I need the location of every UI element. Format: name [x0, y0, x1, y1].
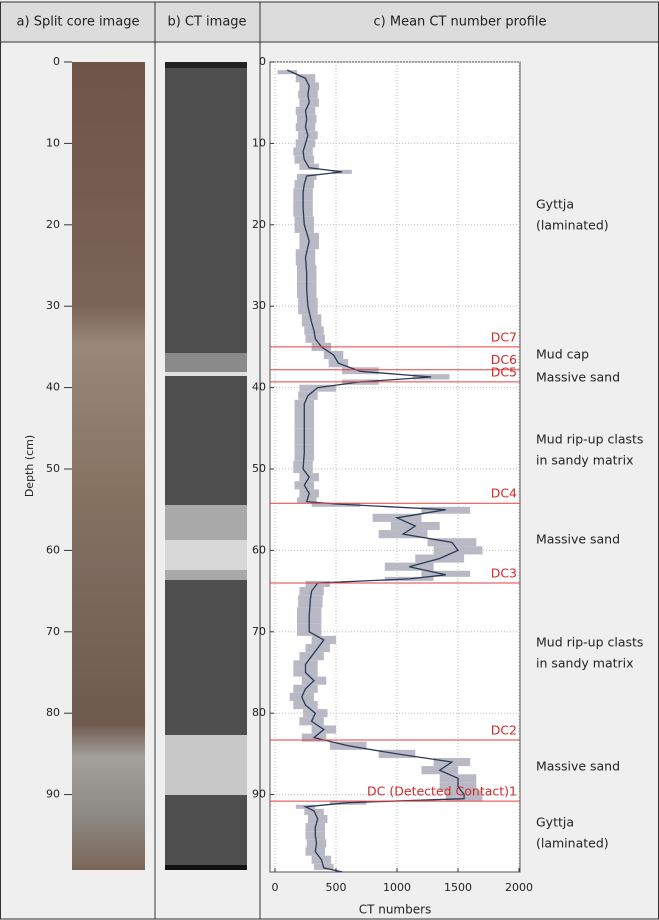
y-tick-label: 60	[252, 543, 266, 556]
x-axis-label: CT numbers	[359, 903, 432, 917]
panel-title: c) Mean CT number profile	[374, 15, 547, 30]
depth-tick-label: 0	[53, 55, 60, 68]
y-tick-label: 40	[252, 381, 266, 394]
facies-label: in sandy matrix	[536, 656, 634, 671]
contact-label: DC3	[491, 565, 517, 580]
y-tick-label: 80	[252, 706, 266, 719]
ct-band	[165, 865, 247, 870]
ct-band	[165, 62, 247, 68]
depth-tick-label: 60	[46, 543, 60, 556]
depth-tick-label: 70	[46, 625, 60, 638]
y-tick-label: 50	[252, 462, 266, 475]
contact-label: DC2	[491, 723, 517, 738]
depth-tick-label: 30	[46, 299, 60, 312]
facies-label: Mud rip-up clasts	[536, 635, 643, 650]
depth-tick-label: 10	[46, 136, 60, 149]
facies-label: Massive sand	[536, 370, 620, 385]
y-tick-label: 10	[252, 136, 266, 149]
ct-band	[165, 353, 247, 373]
x-tick-label: 1000	[383, 881, 411, 894]
facies-label: Gyttja	[536, 197, 574, 212]
depth-tick-label: 40	[46, 381, 60, 394]
x-tick-label: 2000	[505, 881, 533, 894]
ct-band	[165, 372, 247, 376]
y-tick-label: 70	[252, 625, 266, 638]
facies-label: Massive sand	[536, 759, 620, 774]
depth-tick-label: 90	[46, 788, 60, 801]
depth-tick-label: 20	[46, 218, 60, 231]
x-tick-label: 1500	[444, 881, 472, 894]
facies-label: in sandy matrix	[536, 453, 634, 468]
panel-title: b) CT image	[167, 15, 246, 30]
ct-band	[165, 540, 247, 570]
depth-tick-label: 80	[46, 706, 60, 719]
x-tick-label: 0	[272, 881, 279, 894]
y-tick-label: 90	[252, 788, 266, 801]
panel-title: a) Split core image	[17, 15, 140, 30]
ct-band	[165, 735, 247, 795]
figure: a) Split core image b) CT image c) Mean …	[0, 0, 659, 920]
contact-label: DC4	[491, 486, 517, 501]
y-tick-label: 20	[252, 218, 266, 231]
facies-label: Mud rip-up clasts	[536, 432, 643, 447]
facies-label: (laminated)	[536, 836, 609, 851]
contact-label: DC (Detected Contact)1	[367, 784, 517, 799]
facies-label: (laminated)	[536, 218, 609, 233]
facies-label: Mud cap	[536, 347, 589, 362]
y-tick-label: 0	[259, 55, 266, 68]
core-image	[72, 62, 145, 870]
ct-image	[165, 62, 247, 870]
facies-label: Gyttja	[536, 815, 574, 830]
facies-label: Massive sand	[536, 532, 620, 547]
y-tick-label: 30	[252, 299, 266, 312]
contact-label: DC5	[491, 364, 517, 379]
x-tick-label: 500	[326, 881, 347, 894]
y-axis-label: Depth (cm)	[23, 435, 36, 497]
depth-tick-label: 50	[46, 462, 60, 475]
contact-label: DC7	[491, 329, 517, 344]
